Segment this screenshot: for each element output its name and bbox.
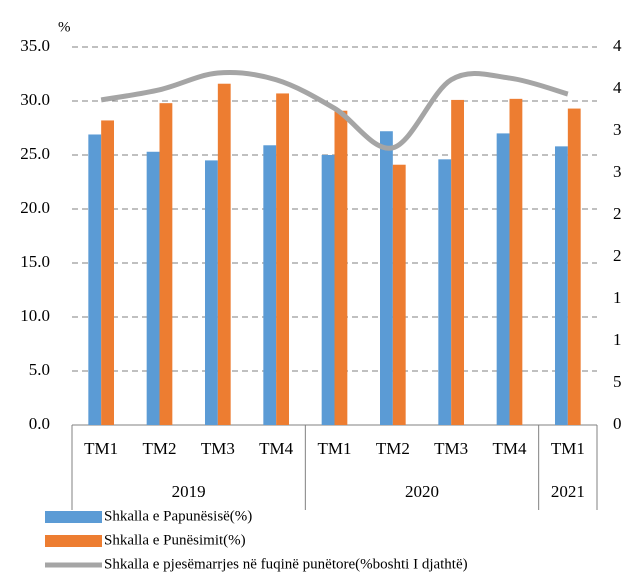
x-tick-label: TM2 — [143, 439, 177, 458]
x-tick-label: TM3 — [434, 439, 468, 458]
legend: Shkalla e Papunësisë(%) Shkalla e Punësim… — [45, 508, 468, 572]
bar — [567, 108, 581, 425]
y2-tick-label: 45 — [613, 36, 622, 55]
y2-tick-label: 5 — [613, 372, 622, 391]
bar — [263, 145, 277, 425]
bar — [101, 120, 114, 425]
bar — [496, 133, 510, 425]
bar — [555, 146, 568, 426]
x-tick-label: TM4 — [493, 439, 528, 458]
plot: 0.0 5.0 10.0 15.0 20.0 25.0 30.0 35.0 0 5 10 15 20 25… — [20, 36, 622, 573]
x-tick-label: TM4 — [259, 439, 294, 458]
bar — [205, 160, 218, 425]
bar — [88, 134, 102, 426]
y-tick-label: 20.0 — [20, 198, 50, 217]
line — [100, 70, 569, 151]
y2-tick-label: 30 — [613, 162, 622, 181]
x-tick-label: TM1 — [318, 439, 352, 458]
bar — [334, 110, 348, 425]
y-tick-label: 5.0 — [29, 360, 50, 379]
bar — [146, 151, 160, 425]
group-label: 2020 — [405, 482, 439, 501]
bar — [217, 83, 231, 425]
y-tick-label: 35.0 — [20, 36, 50, 55]
bar — [321, 155, 335, 425]
x-tick-label: TM1 — [84, 439, 118, 458]
y2-tick-label: 10 — [613, 330, 622, 349]
bar — [392, 164, 406, 425]
bar — [509, 98, 523, 425]
x-tick-label: TM3 — [201, 439, 235, 458]
y2-tick-label: 15 — [613, 288, 622, 307]
legend-label: Shkalla e Punësimit(%) — [104, 532, 246, 548]
legend-swatch — [45, 511, 102, 523]
y2-tick-label: 40 — [613, 78, 622, 97]
y-tick-label: 15.0 — [20, 252, 50, 271]
group-label: 2019 — [172, 482, 206, 501]
bar — [451, 99, 464, 426]
y2-tick-label: 20 — [613, 246, 622, 265]
y2-tick-label: 35 — [613, 120, 622, 139]
legend-label: Shkalla e Papunësisë(%) — [104, 508, 252, 524]
y-tick-label: 25.0 — [20, 144, 50, 163]
y-tick-label: 10.0 — [20, 306, 50, 325]
y-tick-label: 30.0 — [20, 90, 50, 109]
group-label: 2021 — [551, 482, 585, 501]
x-tick-label: TM1 — [551, 439, 585, 458]
bar — [159, 103, 173, 425]
legend-swatch — [45, 535, 102, 547]
bar — [438, 159, 452, 425]
legend-label: Shkalla e pjesëmarrjes në fuqinë punëtor… — [104, 556, 468, 572]
x-tick-label: TM2 — [376, 439, 410, 458]
bar — [380, 131, 393, 426]
y2-tick-label: 25 — [613, 204, 622, 223]
y2-tick-label: 0 — [613, 414, 622, 433]
bar — [276, 93, 289, 425]
y-tick-label: 0.0 — [29, 414, 50, 433]
y-axis-label: % — [58, 19, 71, 35]
